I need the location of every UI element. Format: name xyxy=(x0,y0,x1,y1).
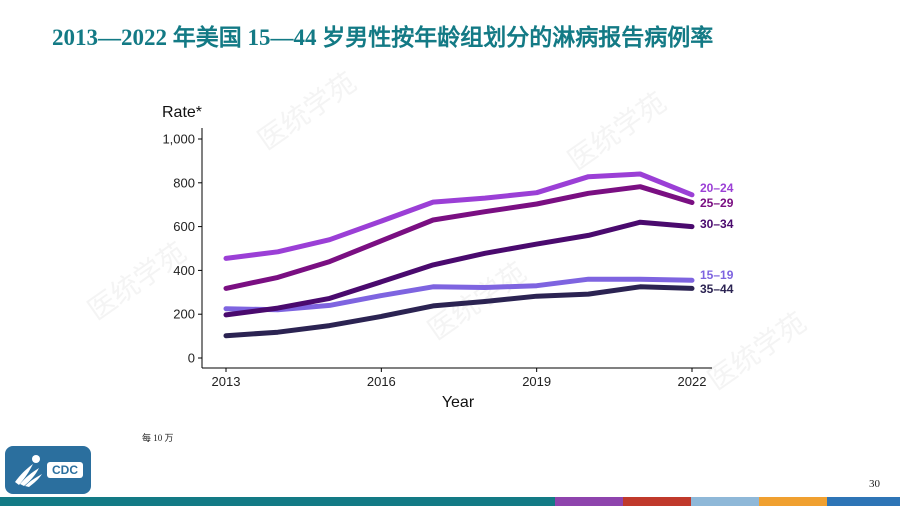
footer-color-bar xyxy=(0,497,900,506)
series-line-30–34 xyxy=(223,219,695,318)
series-line-35–44 xyxy=(223,284,695,339)
footer-segment xyxy=(300,497,555,506)
footer-segment xyxy=(827,497,900,506)
series-line-15–19 xyxy=(223,276,695,313)
y-tick-label: 600 xyxy=(173,219,195,234)
x-tick-label: 2016 xyxy=(367,374,396,389)
footer-segment xyxy=(623,497,691,506)
cdc-logo-text: CDC xyxy=(47,462,83,478)
series-label: 30–34 xyxy=(700,217,734,231)
series-line-20–24 xyxy=(223,171,695,261)
footer-segment xyxy=(759,497,827,506)
footer-segment xyxy=(0,497,300,506)
series-line-25–29 xyxy=(223,184,695,291)
series-label: 20–24 xyxy=(700,181,734,195)
y-tick-label: 800 xyxy=(173,175,195,190)
series-label: 15–19 xyxy=(700,268,734,282)
page-number: 30 xyxy=(869,478,880,490)
x-axis-title: Year xyxy=(442,394,475,411)
y-tick-label: 1,000 xyxy=(162,132,195,147)
x-tick-label: 2022 xyxy=(678,374,707,389)
y-axis-title: Rate* xyxy=(162,104,202,121)
cdc-logo: CDC xyxy=(5,446,91,494)
y-tick-label: 0 xyxy=(188,351,195,366)
x-tick-label: 2013 xyxy=(212,374,241,389)
slide-title: 2013—2022 年美国 15—44 岁男性按年龄组划分的淋病报告病例率 xyxy=(52,25,714,50)
y-tick-label: 400 xyxy=(173,263,195,278)
x-tick-label: 2019 xyxy=(522,374,551,389)
series-label: 35–44 xyxy=(700,282,734,296)
footnote: 每 10 万 xyxy=(142,433,174,443)
footer-segment xyxy=(691,497,759,506)
hhs-eagle-icon xyxy=(15,455,42,487)
series-label: 25–29 xyxy=(700,196,734,210)
footer-segment xyxy=(555,497,623,506)
y-tick-label: 200 xyxy=(173,307,195,322)
